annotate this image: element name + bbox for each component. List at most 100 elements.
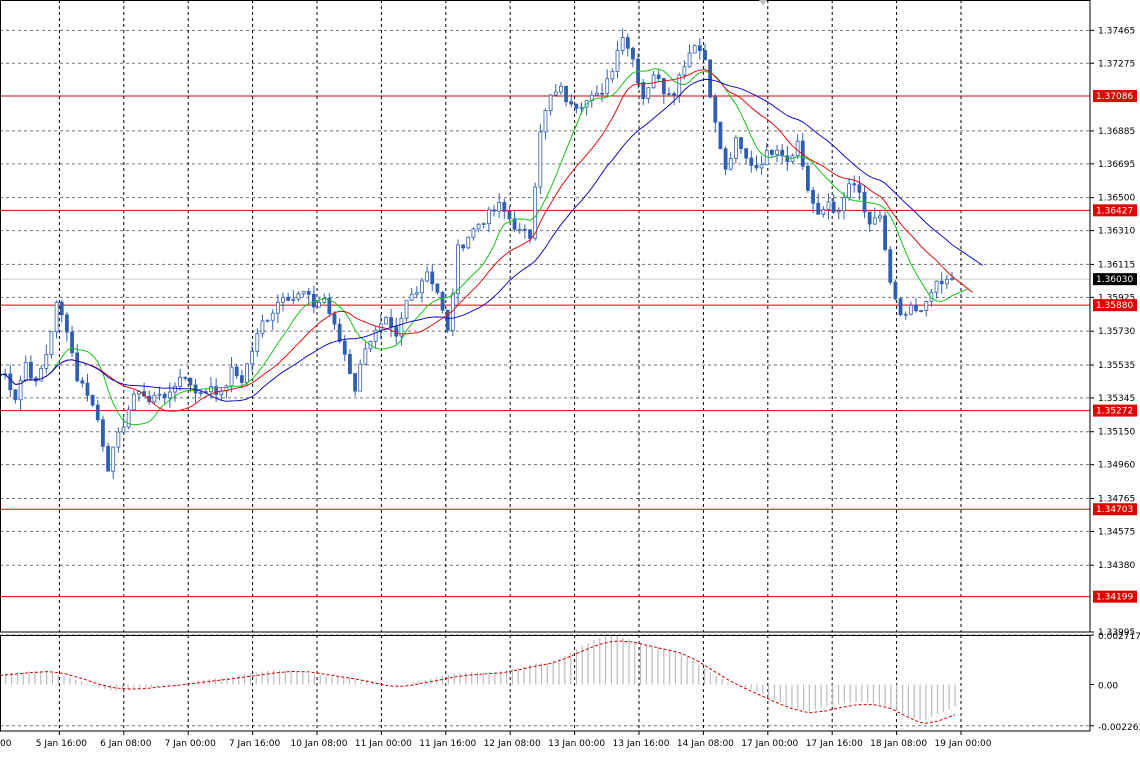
candle-body [8,373,13,391]
candle-body [245,363,249,383]
candle-body [893,281,898,300]
candle-body [18,379,23,401]
candle-body [631,47,635,60]
candle-body [106,445,110,472]
candle-body [384,317,388,325]
candle-body [538,131,543,188]
level-tag-box [1093,299,1137,312]
candle-body [363,348,368,365]
candle-body [306,291,311,295]
current-price-label: 1.36030 [1096,275,1133,285]
osc-tick-label: -0.002263 [1098,723,1140,733]
price-tick-label: 1.35535 [1098,361,1135,371]
candle-body [718,121,723,150]
candle-body [23,361,28,381]
candle-body [281,296,285,303]
level-tag-label: 1.34199 [1096,593,1133,603]
candle-body [312,293,316,308]
candle-body [692,45,697,54]
candle-body [430,271,435,285]
level-tag-box [1093,90,1137,103]
level-tag: 1.34199 [1093,590,1137,603]
frame [0,0,1091,732]
price-axis: 1.37465 1.37275 1.36885 1.36695 1.36500 1.363… [1090,26,1135,638]
candle-body [656,74,661,79]
candle-body [667,93,671,96]
candle-body [497,202,502,212]
candle-body [291,298,296,301]
candle-body [775,149,779,155]
candle-body [317,301,321,308]
candle-body [59,301,64,316]
candle-body [332,313,337,325]
candle-body [296,293,301,300]
candle-body [239,375,244,383]
level-tag-box [1093,404,1137,417]
price-tick-label: 1.36500 [1098,194,1135,204]
candle-body [559,85,563,93]
candle-body [878,215,882,219]
osc-frame [0,635,1091,732]
candle-body [821,209,826,215]
level-tags: 1.37086 1.36427 1.35880 1.35272 1.34703 1.341… [1093,90,1137,603]
ma-slow-line [0,78,984,402]
level-tag-label: 1.37086 [1096,92,1133,102]
candle-body [553,91,558,96]
level-tag-label: 1.34703 [1096,505,1133,515]
time-tick-label: 10 Jan 08:00 [291,739,348,749]
price-tick-label: 1.37275 [1098,59,1135,69]
horizontal-levels [0,95,1090,598]
candle-body [173,385,177,393]
price-tick-label: 1.34380 [1098,561,1135,571]
candle-body [764,149,769,166]
candle-body [528,229,532,239]
candle-body [198,392,203,394]
candle-body [723,148,728,170]
candle-body [301,291,306,295]
price-tick-label: 1.35150 [1098,428,1135,438]
candle-body [795,140,800,157]
time-tick-label: 5 Jan 16:00 [36,739,88,749]
price-tick-label: 1.34960 [1098,461,1135,471]
candle-body [739,137,743,149]
time-tick-label: 13 Jan 16:00 [613,739,670,749]
candle-body [111,446,116,472]
candle-body [75,352,80,382]
candle-body [708,59,713,98]
candle-body [548,94,553,111]
candle-body [533,186,538,239]
candle-body [131,393,136,411]
candle-body [543,110,548,133]
candle-body [564,85,568,103]
candle-body [661,78,666,95]
candle-body [919,310,924,312]
candle-body [229,366,234,387]
level-tag-box [1093,204,1137,217]
candle-body [373,329,378,342]
candle-body [759,164,764,169]
candle-body [461,244,466,249]
candle-body [178,376,183,387]
candle-body [595,92,599,96]
candle-body [425,271,430,282]
candle-body [806,165,810,191]
candle-body [600,92,604,95]
candle-body [646,87,651,99]
time-axis: 00 5 Jan 16:00 6 Jan 08:00 7 Jan 00:00 7 Jan… [0,731,992,749]
candle-body [826,201,831,210]
price-tick-label: 1.33995 [1098,628,1135,638]
candle-body [492,209,496,212]
time-tick-label: 7 Jan 16:00 [229,739,281,749]
candle-body [903,313,908,316]
main-frame [0,0,1091,633]
candle-body [162,393,167,399]
candle-body [44,354,49,369]
candle-body [137,391,141,395]
candle-body [353,373,357,392]
time-tick-label: 11 Jan 00:00 [355,739,412,749]
time-tick-label: 13 Jan 00:00 [548,739,605,749]
candle-body [28,361,33,379]
candle-body [394,326,399,337]
candle-body [924,301,929,311]
